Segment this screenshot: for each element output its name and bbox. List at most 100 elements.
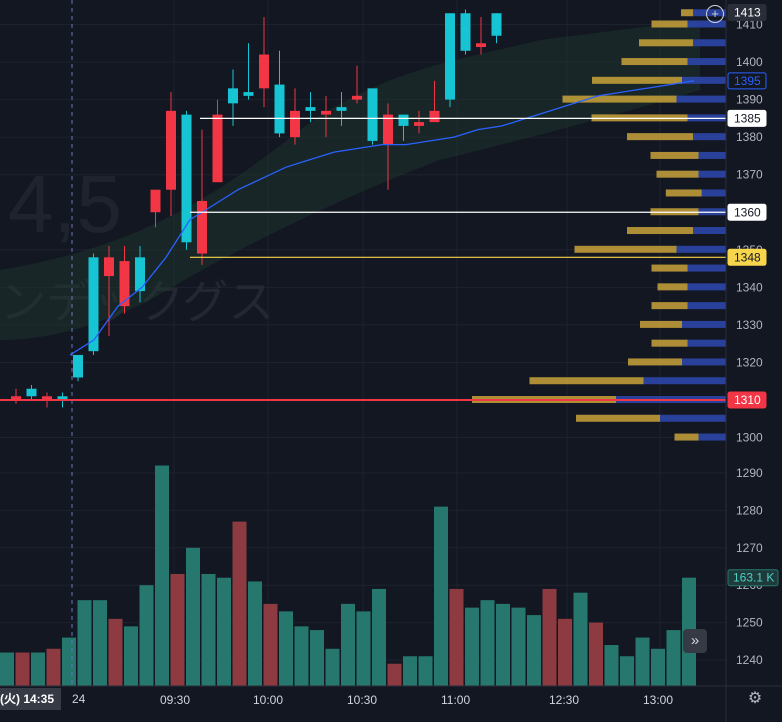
time-axis[interactable]: 09:30 10:00 10:30 11:00 12:30 13:00	[0, 685, 782, 707]
candle-body	[460, 13, 471, 51]
volume-bar	[604, 645, 619, 686]
profile-bar-buy	[621, 58, 688, 66]
volume-bar	[279, 611, 293, 686]
volume-bar	[139, 585, 154, 686]
moving-average-line	[69, 80, 695, 356]
volume-bar	[418, 656, 433, 686]
time-tick-label: 10:00	[253, 693, 283, 707]
horizontal-levels	[0, 117, 726, 401]
volume-bar	[511, 607, 526, 686]
candle-body	[166, 110, 176, 190]
profile-bar-buy	[574, 245, 677, 253]
candle-body	[352, 95, 362, 100]
volume-bar	[480, 600, 495, 686]
volume-bar	[542, 588, 557, 686]
add-button[interactable]: +	[706, 5, 724, 23]
candle-body	[367, 88, 378, 141]
profile-bar-sell	[687, 302, 726, 310]
candle-body	[321, 110, 331, 115]
profile-bar-sell	[698, 151, 726, 159]
candle-body	[135, 257, 145, 292]
profile-bar-sell	[687, 58, 726, 66]
volume-bar	[651, 648, 665, 686]
volume-bar	[310, 630, 324, 686]
ma-price-tag: 1395	[734, 74, 761, 88]
profile-bar-sell	[676, 245, 726, 253]
profile-bar-buy	[657, 283, 688, 291]
volume-bar	[620, 656, 634, 686]
volume-bar	[403, 656, 417, 686]
candle-body	[150, 189, 161, 213]
volume-bar	[15, 652, 30, 686]
candle-body	[259, 54, 269, 89]
scroll-to-realtime-button[interactable]: »	[683, 629, 707, 653]
price-tick-label: 1370	[736, 168, 763, 182]
profile-bar-sell	[687, 264, 726, 272]
candle-body	[243, 92, 254, 96]
profile-bar-sell	[682, 76, 726, 84]
profile-bar-sell	[693, 227, 726, 235]
double-chevron-right-icon: »	[690, 632, 700, 649]
volume-bar	[46, 648, 61, 686]
volume-tag: 163.1 K	[733, 571, 774, 585]
price-tick-label: 1250	[736, 616, 763, 630]
level-1360-tag-box	[727, 203, 767, 221]
profile-bar-buy	[639, 39, 693, 47]
price-tick-label: 1280	[736, 503, 763, 517]
candle-body	[414, 122, 424, 126]
price-tick-label: 1390	[736, 93, 763, 107]
profile-bar-buy	[651, 264, 688, 272]
volume-bar	[93, 600, 107, 686]
candle-body	[42, 396, 52, 400]
profile-bar-sell	[687, 283, 726, 291]
time-tick-label: 11:00	[441, 693, 470, 707]
candle-body	[491, 13, 502, 36]
volume-bar	[294, 626, 309, 686]
price-tick-label: 1270	[736, 541, 763, 555]
profile-bar-buy	[627, 133, 693, 141]
profile-bar-sell	[660, 414, 726, 422]
volume-bar	[635, 637, 650, 686]
candle-body	[197, 200, 207, 254]
volume-bar	[496, 603, 510, 686]
profile-bar-buy	[627, 227, 693, 235]
level-1385-tag: 1385	[734, 111, 761, 125]
price-tick-label: 1380	[736, 130, 763, 144]
cursor-date-label: (火) 14:35	[0, 688, 62, 710]
candle-body	[274, 84, 285, 134]
last-price-tag-box	[727, 391, 767, 409]
volume-bar	[325, 648, 340, 686]
candle-body	[445, 13, 455, 100]
settings-button[interactable]: ⚙	[745, 689, 765, 709]
candle-body	[26, 388, 37, 397]
candle-body	[305, 107, 316, 111]
volume-bar	[248, 581, 262, 686]
price-tick-label: 1400	[736, 55, 763, 69]
time-tick-label: 13:00	[643, 693, 673, 707]
time-tick-label: 12:30	[549, 693, 579, 707]
profile-bar-sell	[687, 20, 726, 28]
volume-bar	[31, 652, 45, 686]
time-tick-label: 10:30	[347, 693, 377, 707]
volume-bar	[155, 465, 169, 686]
volume-bar	[186, 547, 200, 686]
volume-bar	[573, 592, 588, 686]
price-tags: 1413 1395 1385 1360 1348 1310 163.1 K	[727, 3, 779, 587]
volume-bar	[666, 630, 681, 686]
volume-bar	[527, 615, 541, 686]
last-price-tag: 1310	[734, 393, 761, 407]
candle-body	[398, 114, 409, 126]
price-tick-label: 1340	[736, 280, 763, 294]
candle-body	[11, 396, 21, 400]
volume-bar	[0, 652, 14, 686]
level-1385-tag-box	[727, 109, 767, 127]
volume-bar	[589, 622, 603, 686]
profile-bar-buy	[592, 76, 682, 84]
candle-body	[104, 257, 114, 277]
profile-bar-buy	[674, 433, 699, 441]
level-1360-tag: 1360	[734, 205, 761, 219]
profile-bar-buy	[656, 170, 699, 178]
volume-bar	[201, 573, 216, 686]
price-tick-label: 1290	[736, 466, 763, 480]
